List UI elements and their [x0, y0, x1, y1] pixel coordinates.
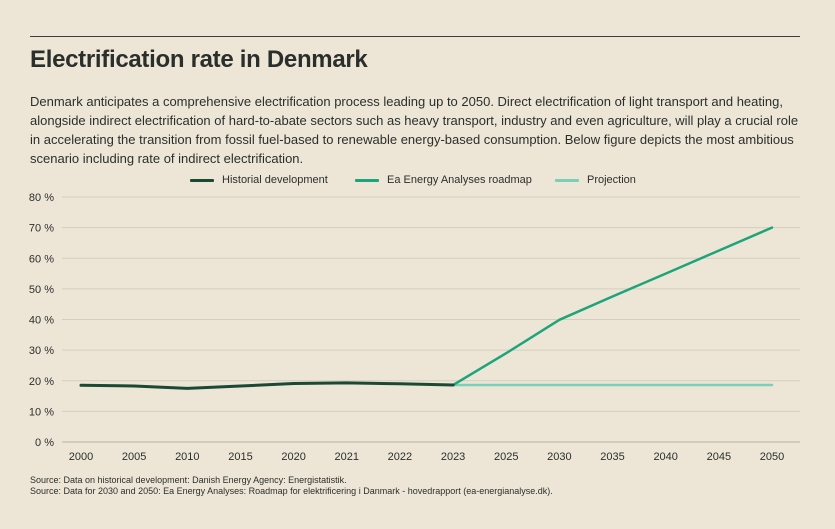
top-rule [30, 36, 800, 37]
x-tick-label: 2030 [547, 451, 571, 463]
x-tick-label: 2025 [494, 451, 518, 463]
source-line-1: Source: Data on historical development: … [30, 475, 347, 485]
x-tick-label: 2005 [122, 451, 146, 463]
x-tick-label: 2035 [600, 451, 624, 463]
page-title: Electrification rate in Denmark [30, 46, 368, 73]
legend-label-projection: Projection [587, 174, 636, 186]
legend-item-roadmap: Ea Energy Analyses roadmap [355, 174, 532, 186]
y-tick-label: 10 % [29, 406, 54, 418]
x-tick-label: 2045 [707, 451, 731, 463]
x-tick-label: 2010 [175, 451, 199, 463]
y-tick-label: 40 % [29, 315, 54, 327]
x-tick-label: 2040 [653, 451, 677, 463]
y-tick-label: 60 % [29, 253, 54, 265]
series-line-roadmap [451, 226, 774, 387]
y-tick-label: 30 % [29, 345, 54, 357]
x-tick-label: 2023 [441, 451, 465, 463]
legend-swatch-roadmap [355, 178, 379, 182]
legend-label-historical: Historial development [222, 174, 328, 186]
legend-swatch-historical [190, 178, 214, 182]
y-tick-label: 0 % [35, 437, 54, 449]
sources: Source: Data on historical development: … [30, 475, 553, 497]
legend-item-historical: Historial development [190, 174, 328, 186]
y-tick-label: 80 % [29, 192, 54, 204]
y-tick-label: 50 % [29, 284, 54, 296]
x-tick-label: 2022 [388, 451, 412, 463]
legend: Historial development Ea Energy Analyses… [0, 174, 835, 190]
y-tick-label: 70 % [29, 223, 54, 235]
legend-swatch-projection [555, 178, 579, 182]
x-tick-label: 2000 [69, 451, 93, 463]
y-tick-label: 20 % [29, 376, 54, 388]
x-tick-label: 2020 [281, 451, 305, 463]
x-tick-label: 2021 [335, 451, 359, 463]
legend-label-roadmap: Ea Energy Analyses roadmap [387, 174, 532, 186]
series-line-historical [79, 381, 455, 390]
source-line-2: Source: Data for 2030 and 2050: Ea Energ… [30, 486, 553, 496]
x-tick-label: 2015 [228, 451, 252, 463]
legend-item-projection: Projection [555, 174, 636, 186]
description: Denmark anticipates a comprehensive elec… [30, 94, 799, 166]
x-tick-label: 2050 [760, 451, 784, 463]
